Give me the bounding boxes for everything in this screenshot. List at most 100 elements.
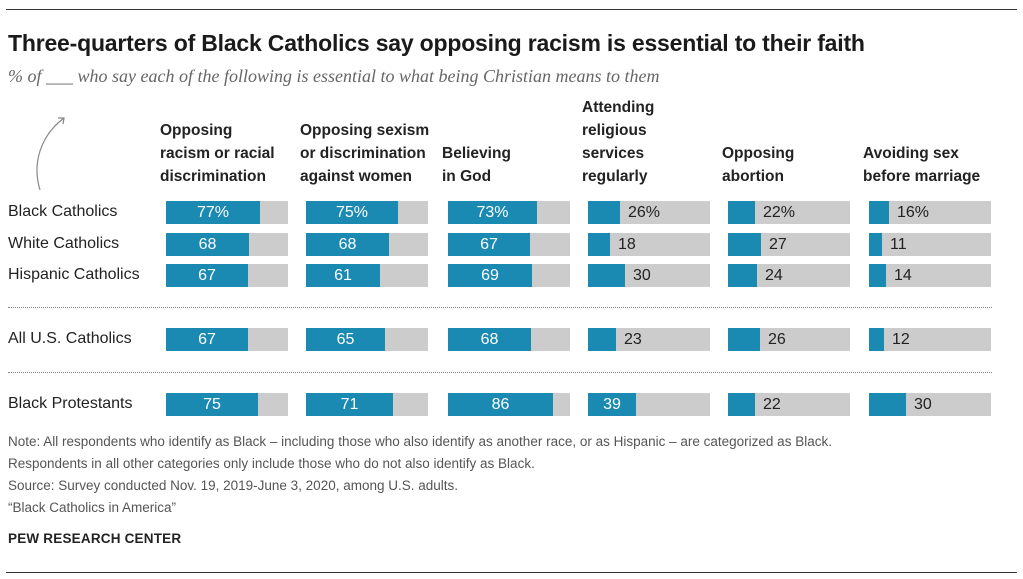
data-label: 86 (491, 396, 510, 413)
bar-track: 30 (588, 264, 710, 287)
bar-track: 67 (166, 264, 288, 287)
bar-track: 67 (448, 233, 570, 256)
bar-black-catholics-believing-in-god (448, 201, 537, 224)
bar-track: 69 (448, 264, 570, 287)
bar-track: 73% (448, 201, 570, 224)
data-label: 75 (203, 396, 221, 413)
bar-black-protestants-avoiding-sex-before-marriage (869, 393, 906, 416)
bar-white-catholics-opposing-racism-or-racial-discrimination (166, 233, 249, 256)
bar-track: 68 (448, 328, 570, 351)
bottom-rule (6, 572, 1017, 573)
bar-track: 68 (166, 233, 288, 256)
data-label: 67 (198, 267, 216, 284)
row-label-black-catholics: Black Catholics (8, 203, 118, 220)
bar-black-catholics-opposing-racism-or-racial-discrimination (166, 201, 260, 224)
note-line-1: Note: All respondents who identify as Bl… (8, 434, 832, 449)
bar-hispanic-catholics-opposing-racism-or-racial-discrimination (166, 264, 248, 287)
data-label: 68 (198, 236, 217, 253)
bar-black-protestants-opposing-sexism-or-discrimination-against-women (306, 393, 393, 416)
data-label: 27 (769, 236, 787, 253)
data-label: 68 (480, 331, 499, 348)
data-label: 67 (480, 236, 498, 253)
data-label: 73% (476, 204, 509, 221)
bar-hispanic-catholics-attending-religious-services-regularly (588, 264, 625, 287)
data-label: 71 (340, 396, 359, 413)
bar-track: 30 (869, 393, 991, 416)
column-header-believing-in-god: Believing in God (442, 145, 511, 185)
data-label: 22 (763, 396, 781, 413)
data-label: 39 (603, 396, 621, 413)
bar-white-catholics-opposing-sexism-or-discrimination-against-women (306, 233, 389, 256)
data-label: 12 (892, 331, 910, 348)
bar-track: 77% (166, 201, 288, 224)
bar-all-u-s-catholics-opposing-racism-or-racial-discrimination (166, 328, 248, 351)
data-label: 68 (338, 236, 357, 253)
bar-all-u-s-catholics-opposing-sexism-or-discrimination-against-women (306, 328, 385, 351)
bar-track: 27 (728, 233, 850, 256)
data-label: 14 (894, 267, 912, 284)
column-header-opposing-racism-or-racial-discrimination: Opposing racism or racial discrimination (160, 122, 275, 185)
note-line-2: Respondents in all other categories only… (8, 456, 535, 471)
bar-track: 11 (869, 233, 991, 256)
bar-track: 39 (588, 393, 710, 416)
data-label: 69 (481, 267, 499, 284)
bar-black-catholics-opposing-abortion (728, 201, 755, 224)
curved-arrow-icon (36, 117, 65, 191)
chart-subtitle: % of ___ who say each of the following i… (8, 66, 660, 86)
bar-track: 18 (588, 233, 710, 256)
data-label: 30 (633, 267, 651, 284)
bar-black-catholics-avoiding-sex-before-marriage (869, 201, 889, 224)
data-label: 75% (335, 204, 369, 221)
bar-track: 26 (728, 328, 850, 351)
divider-1 (8, 307, 992, 308)
bar-track: 68 (306, 233, 428, 256)
chart-title: Three-quarters of Black Catholics say op… (8, 30, 865, 56)
bar-white-catholics-believing-in-god (448, 233, 530, 256)
bar-track: 22 (728, 393, 850, 416)
bar-white-catholics-avoiding-sex-before-marriage (869, 233, 882, 256)
bar-hispanic-catholics-opposing-sexism-or-discrimination-against-women (306, 264, 380, 287)
bar-track: 61 (306, 264, 428, 287)
data-label: 65 (336, 331, 355, 348)
bar-hispanic-catholics-opposing-abortion (728, 264, 757, 287)
data-label: 26% (628, 204, 661, 221)
bar-track: 71 (306, 393, 428, 416)
bar-hispanic-catholics-avoiding-sex-before-marriage (869, 264, 886, 287)
bar-track: 22% (728, 201, 850, 224)
bar-all-u-s-catholics-believing-in-god (448, 328, 531, 351)
bar-black-protestants-opposing-racism-or-racial-discrimination (166, 393, 258, 416)
data-label: 23 (624, 331, 642, 348)
column-header-avoiding-sex-before-marriage: Avoiding sex before marriage (863, 145, 981, 185)
bar-track: 26% (588, 201, 710, 224)
pew-research-center-logo: PEW RESEARCH CENTER (8, 531, 182, 546)
data-label: 77% (196, 204, 230, 221)
data-label: 61 (334, 267, 352, 284)
data-label: 16% (897, 204, 930, 221)
bar-hispanic-catholics-believing-in-god (448, 264, 532, 287)
source-line: Source: Survey conducted Nov. 19, 2019-J… (8, 478, 459, 493)
row-label-white-catholics: White Catholics (8, 235, 120, 252)
report-title: “Black Catholics in America” (8, 500, 177, 515)
bar-track: 23 (588, 328, 710, 351)
bar-all-u-s-catholics-attending-religious-services-regularly (588, 328, 616, 351)
column-header-opposing-abortion: Opposing abortion (722, 145, 795, 185)
column-header-attending-religious-services-regularly: Attending religious services regularly (582, 99, 655, 185)
bar-track: 16% (869, 201, 991, 224)
bar-black-catholics-opposing-sexism-or-discrimination-against-women (306, 201, 398, 224)
bar-track: 65 (306, 328, 428, 351)
row-label-hispanic-catholics: Hispanic Catholics (8, 266, 140, 283)
data-label: 18 (618, 236, 636, 253)
data-label: 26 (768, 331, 786, 348)
data-label: 11 (890, 236, 907, 253)
data-label: 24 (765, 267, 783, 284)
bar-black-protestants-opposing-abortion (728, 393, 755, 416)
bar-black-catholics-attending-religious-services-regularly (588, 201, 620, 224)
data-label: 67 (198, 331, 216, 348)
row-label-all-u-s-catholics: All U.S. Catholics (8, 330, 132, 347)
bar-track: 14 (869, 264, 991, 287)
data-label: 22% (763, 204, 796, 221)
bar-white-catholics-attending-religious-services-regularly (588, 233, 610, 256)
bar-white-catholics-opposing-abortion (728, 233, 761, 256)
top-rule (6, 9, 1017, 10)
data-label: 30 (914, 396, 932, 413)
